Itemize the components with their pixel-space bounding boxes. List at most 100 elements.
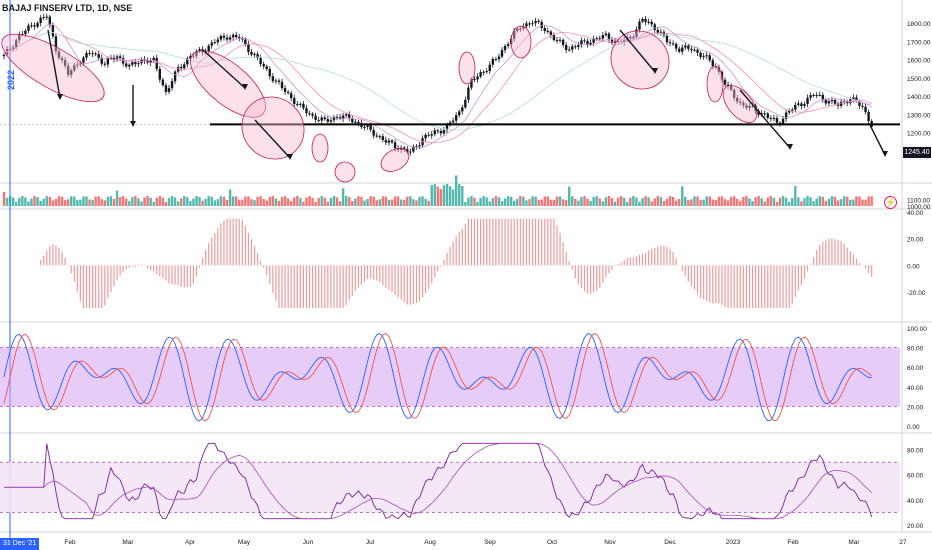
volume-bar	[128, 201, 131, 206]
price-tick-label: 1200.00	[907, 131, 931, 138]
candle-body	[51, 25, 55, 37]
candle-body	[687, 45, 690, 49]
volume-bar	[296, 196, 299, 206]
volume-bar	[97, 196, 100, 206]
volume-bar	[241, 199, 244, 206]
candle-body	[574, 46, 577, 48]
candle-body	[653, 24, 656, 30]
volume-bar	[143, 197, 146, 206]
volume-bar	[27, 201, 30, 206]
volume-bar	[500, 201, 504, 206]
volume-bar	[82, 196, 85, 206]
year-label: 2022	[6, 69, 16, 90]
volume-bar	[739, 200, 742, 206]
candle-body	[589, 42, 592, 45]
volume-bar	[219, 196, 223, 206]
candle-body	[751, 105, 754, 107]
candle-body	[60, 58, 64, 61]
volume-bar	[418, 196, 421, 206]
volume-bar	[693, 196, 696, 206]
volume-bar	[461, 185, 464, 206]
volume-bar	[204, 198, 207, 206]
candle-body	[189, 56, 192, 59]
volume-bar	[335, 197, 339, 206]
candle-body	[784, 112, 788, 119]
candle-body	[219, 35, 223, 40]
volume-bar	[140, 201, 143, 206]
candle-body	[479, 72, 482, 77]
volume-bar	[745, 196, 748, 206]
volume-bar	[583, 196, 586, 206]
candle-body	[598, 38, 601, 40]
stochastic-tick-label: 0.00	[907, 424, 920, 431]
volume-bar	[329, 198, 333, 206]
volume-bar	[256, 196, 259, 206]
price-tick-label: 1500.00	[907, 76, 931, 83]
candle-body	[167, 88, 171, 92]
candle-body	[109, 57, 113, 59]
candle-body	[70, 70, 73, 75]
candle-body	[644, 18, 647, 23]
candle-body	[302, 103, 305, 109]
volume-bar	[244, 196, 247, 206]
candle-body	[176, 67, 180, 72]
candle-body	[216, 39, 220, 43]
volume-bar	[198, 196, 201, 206]
x-tick-label: May	[238, 539, 251, 546]
volume-bar	[427, 200, 430, 206]
candle-body	[97, 54, 100, 58]
candle-body	[381, 136, 385, 141]
volume-bar	[751, 201, 754, 206]
volume-bar	[134, 196, 137, 206]
volume-bar	[604, 197, 608, 206]
candle-body	[79, 63, 82, 65]
candle-body	[250, 51, 253, 55]
candle-body	[549, 31, 553, 36]
volume-bar	[24, 197, 27, 206]
candle-body	[314, 115, 317, 120]
candle-body	[736, 97, 739, 102]
candle-body	[15, 40, 18, 48]
candle-body	[409, 151, 412, 153]
moving-average-line	[3, 23, 872, 149]
candle-body	[821, 94, 824, 100]
volume-bar	[149, 197, 152, 206]
candle-body	[222, 35, 226, 38]
volume-bar	[833, 196, 837, 206]
volume-bar	[812, 201, 815, 206]
candle-body	[815, 94, 818, 96]
candle-body	[540, 21, 543, 29]
volume-bar	[125, 198, 128, 206]
candle-body	[564, 44, 568, 50]
candle-body	[855, 97, 858, 101]
candle-body	[607, 33, 611, 40]
lightning-icon[interactable]: ⚡	[884, 196, 897, 209]
candle-body	[461, 107, 464, 112]
candle-body	[681, 47, 684, 52]
stochastic-tick-label: 60.00	[907, 365, 924, 372]
candle-body	[442, 130, 446, 134]
volume-bar	[348, 197, 351, 206]
volume-bar	[195, 196, 198, 206]
volume-bar	[387, 199, 391, 206]
candle-body	[797, 103, 800, 105]
volume-bar	[720, 196, 724, 206]
candle-body	[271, 76, 275, 82]
candle-body	[705, 55, 708, 57]
volume-bar	[137, 198, 140, 206]
rsi-tick-label: 40.00	[907, 498, 924, 505]
candle-body	[699, 52, 702, 58]
candle-body	[846, 101, 849, 104]
volume-bar	[146, 196, 149, 206]
volume-bar	[100, 199, 103, 206]
volume-bar	[421, 196, 424, 206]
moving-average-line	[3, 31, 872, 131]
volume-bar	[369, 196, 372, 206]
candle-body	[839, 101, 843, 106]
candle-body	[289, 93, 293, 99]
volume-bar	[357, 196, 360, 206]
candle-body	[384, 140, 388, 143]
volume-bar	[283, 196, 287, 206]
candle-body	[503, 45, 507, 51]
